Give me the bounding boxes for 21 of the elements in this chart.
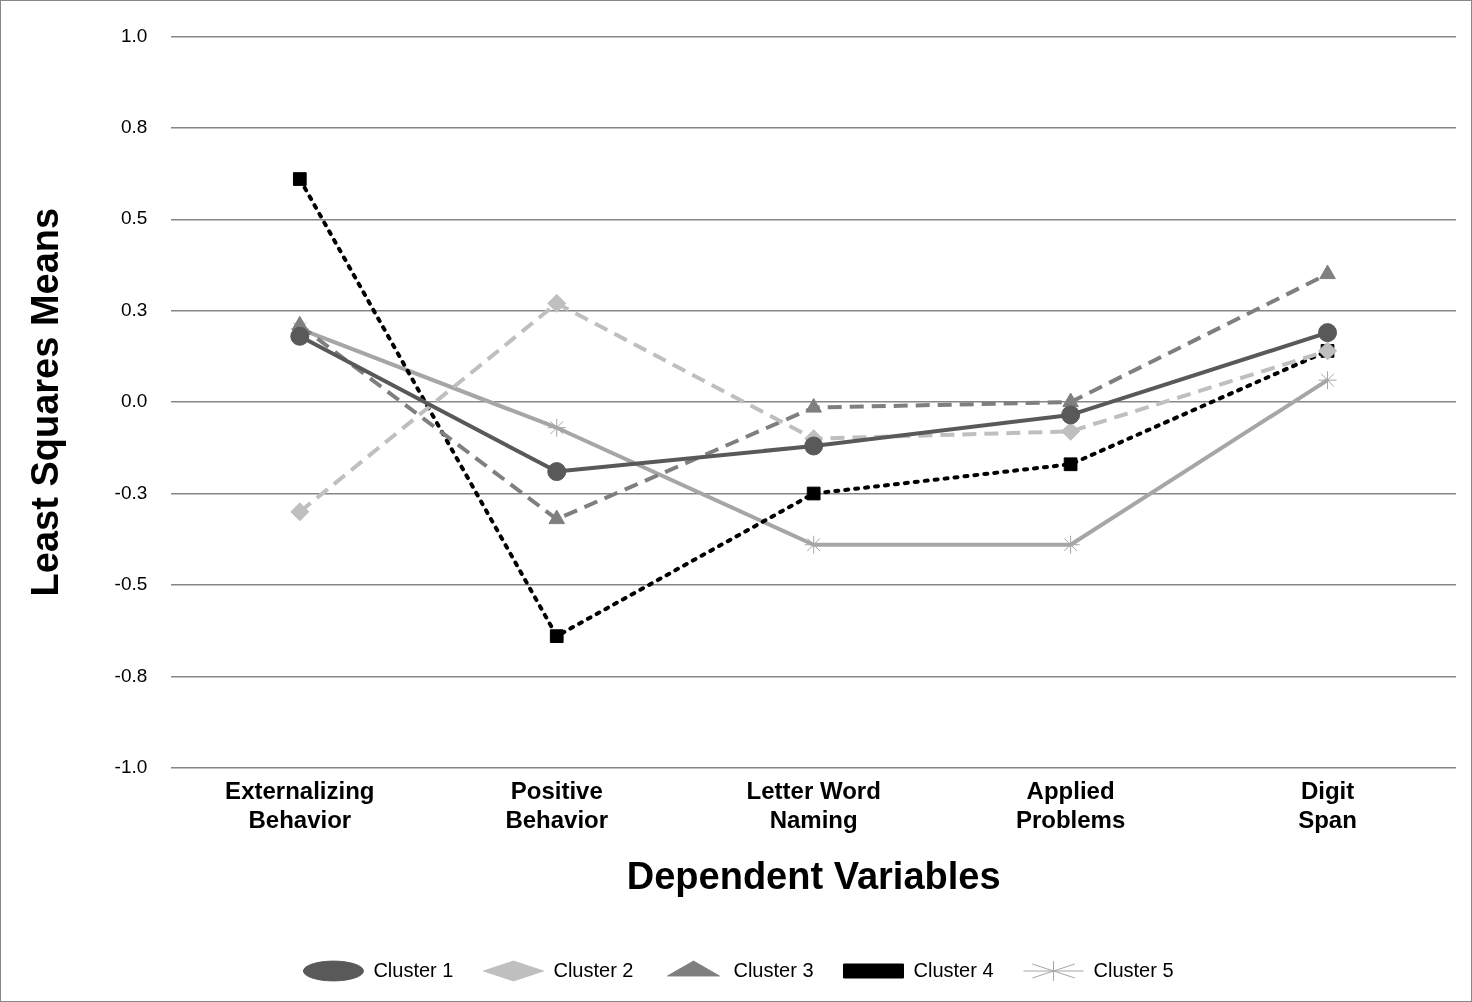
y-tick-label: 0.0 [120, 390, 148, 412]
legend-label: Cluster 5 [1093, 958, 1174, 981]
x-tick-label: Externalizing Behavior [225, 776, 375, 833]
x-tick-label: Applied Problems [1015, 776, 1126, 833]
x-tick-label: Letter Word Naming [746, 776, 881, 833]
legend-label: Cluster 3 [733, 958, 814, 981]
x-tick-label: Positive Behavior [505, 776, 609, 833]
y-tick-label: -0.5 [114, 573, 148, 595]
y-tick-label: -0.8 [114, 664, 148, 686]
y-tick-label: -1.0 [114, 756, 148, 778]
legend-label: Cluster 2 [553, 958, 634, 981]
y-tick-label: 0.3 [120, 298, 148, 320]
x-axis-title: Dependent Variables [626, 854, 1001, 897]
y-tick-label: 0.8 [120, 116, 148, 138]
y-tick-label: -0.3 [114, 481, 148, 503]
y-tick-label: 1.0 [120, 24, 148, 46]
legend-label: Cluster 1 [373, 958, 454, 981]
y-tick-label: 0.5 [120, 207, 148, 229]
legend-label: Cluster 4 [913, 958, 994, 981]
x-tick-label: Digit Span [1298, 776, 1357, 833]
y-axis-title: Least Squares Means [24, 207, 67, 597]
